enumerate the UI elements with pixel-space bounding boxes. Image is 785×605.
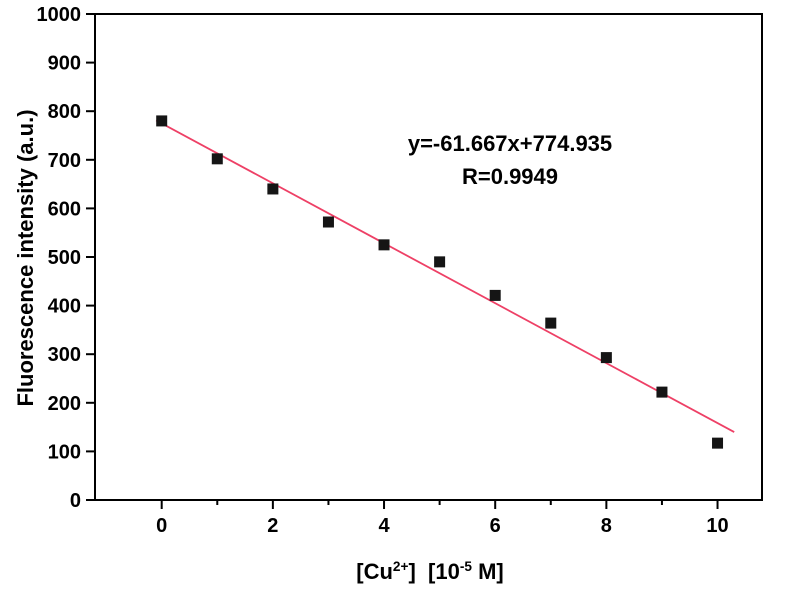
data-point [545, 317, 557, 329]
fit-annotation: y=-61.667x+774.935 R=0.9949 [330, 127, 690, 193]
y-axis-label: Fluorescence intensity (a.u.) [13, 109, 38, 407]
data-point [378, 239, 390, 251]
x-axis-tick-label: 4 [378, 515, 390, 537]
data-point [600, 352, 612, 364]
y-axis-tick-label: 700 [48, 150, 81, 172]
data-point [267, 183, 279, 195]
data-point [712, 437, 724, 449]
x-label-mid: ] [10 [408, 559, 460, 585]
x-axis-tick-label: 2 [267, 515, 278, 537]
x-axis-tick-label: 0 [156, 515, 167, 537]
x-axis-tick-label: 10 [706, 515, 728, 537]
y-axis-tick-label: 800 [48, 101, 81, 123]
data-point [322, 216, 334, 228]
data-point [489, 289, 501, 301]
y-axis-tick-label: 1000 [37, 4, 82, 26]
fit-line [155, 119, 735, 433]
data-point [211, 153, 223, 165]
x-axis-label: [Cu2+] [10-5 M] [356, 559, 503, 585]
x-label-exponent-superscript: -5 [459, 558, 472, 574]
y-axis-tick-label: 400 [48, 296, 81, 318]
y-axis-tick-label: 100 [48, 441, 81, 463]
data-point [434, 256, 446, 268]
data-point [156, 115, 168, 127]
fit-r-value-text: R=0.9949 [461, 164, 559, 189]
y-axis-tick-label: 900 [48, 53, 81, 75]
y-axis-tick-label: 600 [48, 198, 81, 220]
plot-frame [94, 13, 763, 501]
y-axis-tick-label: 0 [70, 490, 81, 512]
x-axis-tick-label: 8 [601, 515, 612, 537]
fit-equation-text: y=-61.667x+774.935 [407, 131, 613, 156]
y-axis-tick-label: 300 [48, 344, 81, 366]
y-axis-tick-label: 500 [48, 247, 81, 269]
data-point [656, 386, 668, 398]
x-label-unit: M] [471, 559, 504, 585]
x-axis-tick-label: 6 [490, 515, 501, 537]
y-axis-tick-label: 200 [48, 393, 81, 415]
x-label-species: [Cu [356, 559, 393, 585]
x-label-charge-superscript: 2+ [392, 558, 409, 574]
